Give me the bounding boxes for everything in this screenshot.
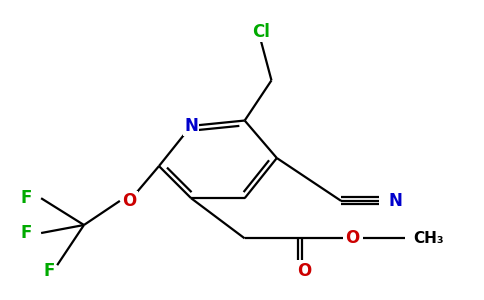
Text: F: F (20, 224, 31, 242)
Text: CH₃: CH₃ (413, 231, 444, 246)
Text: F: F (20, 189, 31, 207)
Text: F: F (43, 262, 55, 280)
Text: N: N (388, 192, 402, 210)
Text: N: N (184, 117, 198, 135)
Text: O: O (345, 230, 359, 247)
Text: O: O (298, 262, 312, 280)
Text: O: O (122, 192, 136, 210)
Text: Cl: Cl (252, 23, 270, 41)
